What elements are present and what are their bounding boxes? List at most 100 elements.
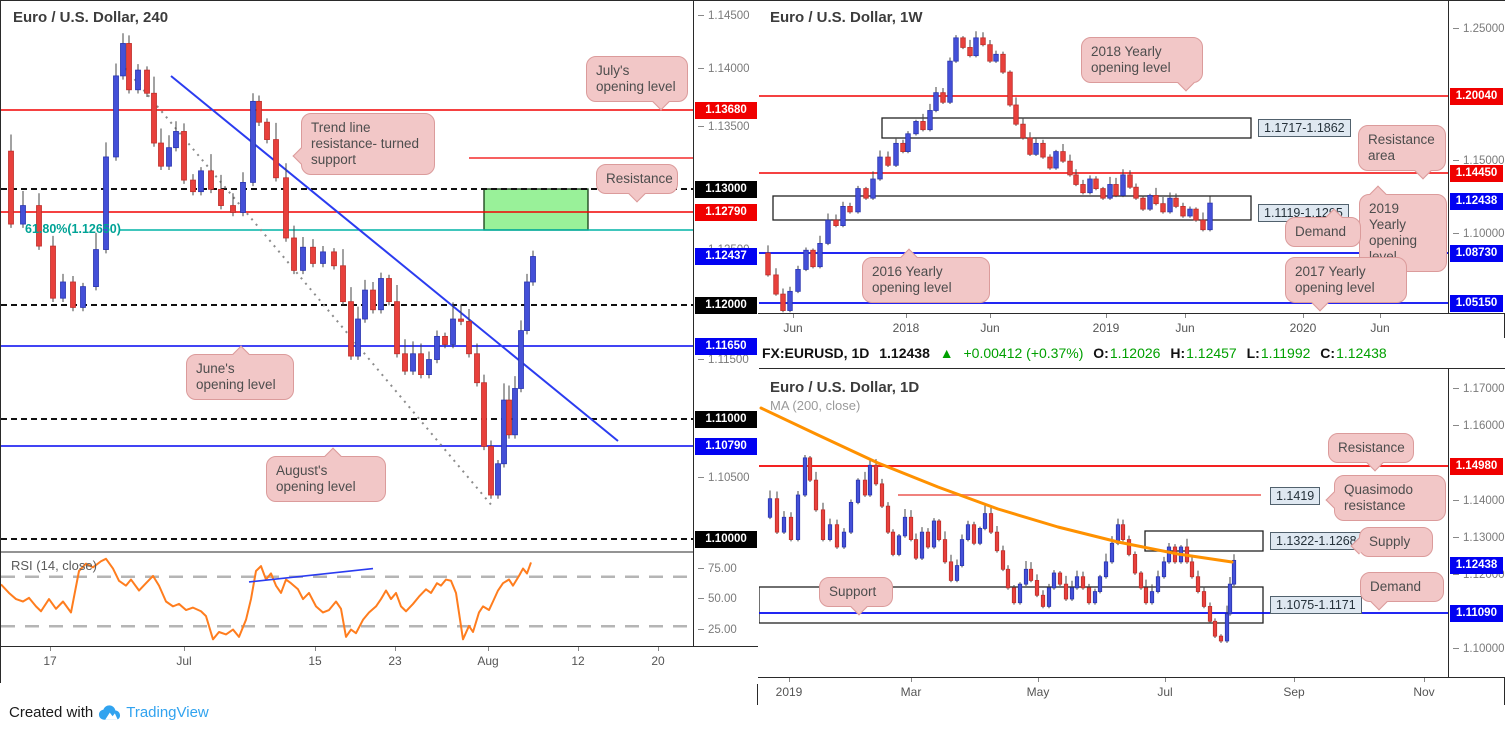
up-candle: [896, 535, 902, 555]
time-label: 2019: [775, 685, 803, 699]
price-badge: 1.12790: [695, 203, 757, 221]
up-candle: [362, 289, 368, 320]
up-candle: [959, 539, 965, 566]
chart-eurusd-1w[interactable]: Euro / U.S. Dollar, 1W 1.25000 1.15000 1.1…: [757, 0, 1505, 338]
price-scale[interactable]: 1.25000 1.15000 1.10000 1.20040 1.14450 1.124…: [1448, 1, 1505, 313]
up-candle: [426, 359, 432, 375]
up-candle: [80, 286, 86, 308]
time-axis[interactable]: 2019 Mar May Jul Sep Nov: [758, 677, 1504, 705]
down-candle: [264, 121, 270, 140]
ticker-open-label: O:: [1093, 345, 1109, 361]
down-candle: [418, 353, 424, 375]
down-candle: [940, 92, 946, 103]
price-tick: 1.13000: [1453, 532, 1505, 544]
time-label: Jun: [1175, 321, 1195, 335]
down-candle: [948, 561, 954, 581]
time-label: 2018: [892, 321, 920, 335]
time-tick: [1294, 678, 1295, 682]
down-candle: [980, 37, 986, 46]
up-candle: [1155, 576, 1161, 592]
price-badge: 1.14450: [1450, 164, 1503, 182]
time-tick: [578, 647, 579, 651]
up-candle: [817, 242, 823, 268]
price-tick: 50.00: [698, 593, 737, 605]
down-candle: [1028, 568, 1034, 581]
up-candle: [240, 182, 246, 213]
time-tick: [1303, 314, 1304, 318]
time-axis[interactable]: 17 Jul 15 23 Aug 12 20: [1, 646, 758, 684]
up-candle: [1147, 195, 1153, 210]
up-candle: [1161, 561, 1167, 578]
ticker-high-value: 1.12457: [1186, 345, 1237, 361]
time-tick: [184, 647, 185, 651]
price-tick: 1.13500: [698, 121, 750, 133]
down-candle: [810, 249, 816, 268]
up-candle: [1107, 184, 1113, 199]
down-candle: [1189, 561, 1195, 578]
up-candle: [173, 131, 179, 149]
time-label: Nov: [1413, 685, 1435, 699]
up-candle: [781, 516, 787, 533]
down-candle: [971, 524, 977, 544]
up-candle: [1023, 568, 1029, 585]
down-candle: [1020, 123, 1026, 139]
price-tick: 1.10000: [1453, 228, 1505, 240]
up-candle: [855, 479, 861, 503]
plot-svg[interactable]: [758, 1, 1448, 313]
time-tick: [1038, 678, 1039, 682]
up-candle: [1227, 583, 1233, 615]
time-tick: [1165, 678, 1166, 682]
down-candle: [488, 445, 494, 496]
up-candle: [802, 457, 808, 496]
plot-svg[interactable]: [1, 1, 693, 646]
up-candle: [867, 464, 873, 496]
time-label: 15: [308, 654, 322, 668]
up-candle: [993, 53, 999, 62]
zone-box: [881, 117, 1252, 139]
ticker-up-arrow-icon: ▲: [939, 345, 954, 361]
down-candle: [1080, 576, 1086, 589]
up-candle: [919, 531, 925, 559]
zone-label: 1.1717-1.1862: [1258, 119, 1351, 137]
price-scale[interactable]: 1.145001.140001.135001.125001.115001.105…: [693, 1, 759, 646]
time-label: Sep: [1283, 685, 1305, 699]
price-badge: 1.08730: [1450, 244, 1503, 262]
down-candle: [863, 188, 869, 199]
up-candle: [501, 399, 507, 465]
up-candle: [198, 170, 204, 193]
chart-title-240: Euro / U.S. Dollar, 240: [13, 9, 169, 26]
tradingview-brand-link[interactable]: TradingView: [126, 704, 209, 721]
down-candle: [1133, 186, 1139, 199]
down-candle: [1080, 184, 1086, 194]
2016-yearly-opening-level-callout: 2016 Yearly opening level: [862, 248, 990, 303]
down-candle: [394, 301, 400, 355]
chart-eurusd-240[interactable]: Euro / U.S. Dollar, 240 RSI (14, close) 1…: [0, 0, 759, 684]
resistance-callout: Resistance: [1328, 433, 1414, 472]
down-candle: [36, 205, 42, 247]
up-candle: [855, 188, 861, 213]
ticker-high-label: H:: [1170, 345, 1186, 361]
down-candle: [1132, 554, 1138, 574]
down-candle: [50, 245, 56, 299]
price-badge: 1.11650: [695, 337, 757, 355]
up-candle: [518, 330, 524, 389]
price-badge: 1.12438: [1450, 556, 1503, 574]
rsi-indicator-label: RSI (14, close): [11, 558, 97, 573]
up-candle: [840, 205, 846, 226]
footer-attribution: Created with TradingView: [9, 704, 209, 721]
up-candle: [1069, 587, 1075, 600]
plot-svg[interactable]: [758, 369, 1448, 677]
price-tick: 1.14000: [1453, 495, 1505, 507]
time-axis[interactable]: Jun 2018 Jun 2019 Jun 2020 Jun: [758, 313, 1504, 338]
down-candle: [885, 156, 891, 166]
down-candle: [987, 44, 993, 62]
resistance-area-callout: Resistance area: [1358, 125, 1446, 180]
time-label: 23: [388, 654, 402, 668]
chart-eurusd-1d[interactable]: Euro / U.S. Dollar, 1D MA (200, close) 1…: [757, 368, 1505, 705]
up-candle: [977, 528, 983, 544]
time-tick: [990, 314, 991, 318]
up-candle: [1149, 591, 1155, 604]
price-scale[interactable]: 1.17000 1.16000 1.14000 1.13000 1.12000 1.100…: [1448, 369, 1505, 677]
august-s-opening-level-callout: August's opening level: [266, 447, 386, 502]
up-candle: [300, 246, 306, 271]
